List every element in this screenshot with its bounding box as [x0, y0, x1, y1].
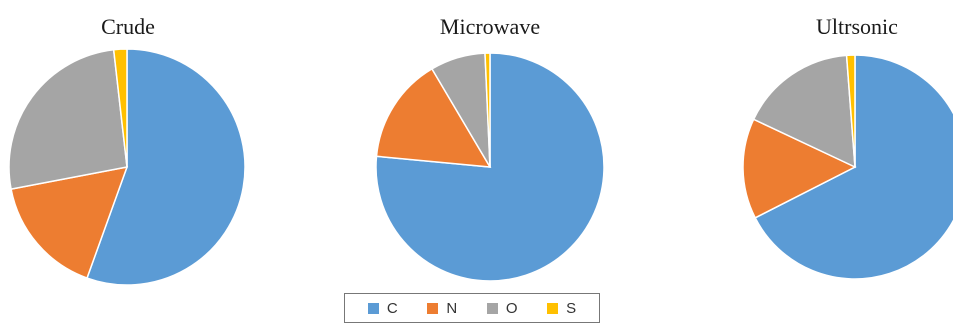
pie-title-crude: Crude — [101, 14, 155, 39]
pie-slice-microwave-n — [375, 67, 492, 168]
pie-slice-microwave-s — [484, 52, 491, 168]
legend-swatch-s — [547, 302, 559, 314]
pie-title-ultrsonic: Ultrsonic — [816, 14, 898, 39]
legend-swatch-c — [367, 302, 379, 314]
pie-ultrsonic: Ultrsonic — [742, 14, 953, 280]
legend-item-o: O — [486, 299, 518, 317]
legend: C N O S — [344, 293, 600, 323]
pie-slice-crude-n — [10, 166, 129, 279]
legend-label-o: O — [505, 299, 518, 317]
pie-slice-ultrsonic-o — [752, 54, 856, 169]
legend-item-s: S — [547, 300, 576, 317]
pie-slice-ultrsonic-c — [754, 54, 953, 280]
pie-slice-crude-s — [112, 48, 128, 168]
pie-slice-ultrsonic-n — [742, 118, 857, 219]
legend-item-n: N — [427, 300, 457, 317]
pie-microwave: Microwave — [375, 14, 605, 282]
legend-item-c: C — [367, 299, 398, 317]
pie-slice-ultrsonic-s — [845, 54, 856, 168]
pie-slice-crude-o — [8, 48, 128, 190]
pie-slice-crude-c — [86, 48, 246, 286]
legend-swatch-n — [427, 302, 439, 314]
pie-crude: Crude — [8, 14, 246, 286]
legend-label-n: N — [446, 299, 458, 317]
pie-title-microwave: Microwave — [440, 14, 540, 39]
legend-label-s: S — [566, 299, 577, 317]
legend-label-c: C — [386, 299, 398, 317]
legend-swatch-o — [486, 302, 498, 314]
